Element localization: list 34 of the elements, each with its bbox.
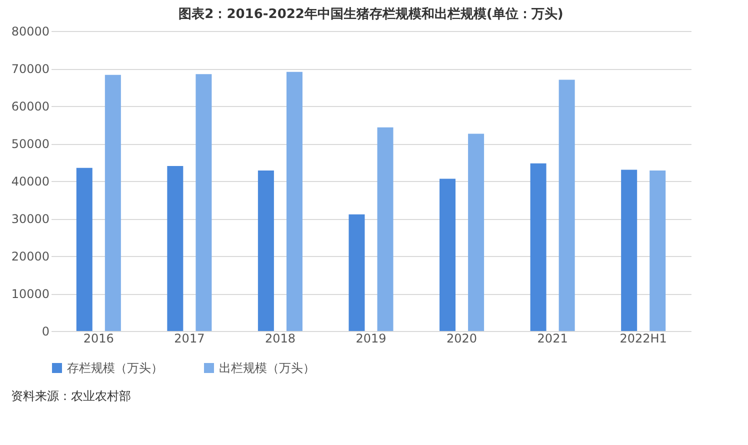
bar <box>348 214 365 331</box>
y-tick-label: 70000 <box>11 62 50 76</box>
y-tick-label: 0 <box>42 324 50 338</box>
x-tick-label: 2021 <box>537 332 568 346</box>
legend-label: 出栏规模（万头） <box>219 361 315 375</box>
x-tick-label: 2019 <box>356 332 386 346</box>
x-tick-label: 2017 <box>174 332 205 346</box>
chart-title: 图表2：2016-2022年中国生猪存栏规模和出栏规模(单位：万头) <box>178 6 564 22</box>
x-tick-label: 2016 <box>83 332 114 346</box>
y-tick-label: 60000 <box>11 100 50 114</box>
y-tick-label: 10000 <box>11 287 50 301</box>
y-tick-label: 80000 <box>11 24 50 38</box>
bar <box>196 74 212 331</box>
x-tick-label: 2018 <box>264 332 296 346</box>
y-tick-label: 30000 <box>11 212 50 226</box>
bar <box>621 170 638 331</box>
bar <box>167 166 184 331</box>
x-tick-label: 2020 <box>446 332 478 346</box>
y-tick-label: 20000 <box>11 250 50 264</box>
text: 资料来源：农业农村部 <box>11 389 131 403</box>
y-tick-label: 40000 <box>11 174 50 188</box>
bar <box>104 74 121 331</box>
y-tick-label: 50000 <box>11 137 50 151</box>
bar <box>377 127 394 331</box>
x-tick-label: 2022H1 <box>620 332 667 346</box>
bar <box>76 168 92 331</box>
bar <box>558 80 575 331</box>
bar <box>286 72 302 331</box>
bar <box>258 170 274 331</box>
bar <box>530 163 546 331</box>
bar <box>650 170 666 331</box>
bar <box>468 134 484 331</box>
legend-label: 存栏规模（万头） <box>67 361 163 375</box>
bar <box>440 178 456 331</box>
